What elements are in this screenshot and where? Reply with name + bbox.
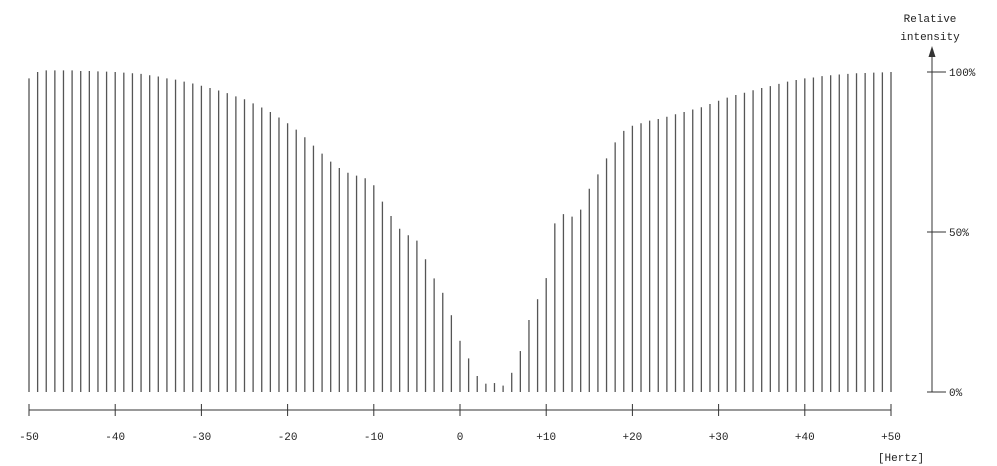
y-tick-label: 50% xyxy=(949,228,969,240)
y-tick-label: 100% xyxy=(949,68,976,80)
x-tick-label: -40 xyxy=(105,432,125,444)
y-tick-label: 0% xyxy=(949,388,963,400)
x-tick-label: -10 xyxy=(364,432,384,444)
y-axis-ticks: 0% 50% 100% xyxy=(927,68,976,400)
y-axis-label-line-1: Relative xyxy=(904,14,957,26)
x-tick-label: -30 xyxy=(191,432,211,444)
x-tick-label: +50 xyxy=(881,432,901,444)
x-tick-label: +30 xyxy=(709,432,729,444)
x-tick-label: +20 xyxy=(622,432,642,444)
bar-series xyxy=(28,70,892,392)
y-axis-arrow-icon xyxy=(928,46,936,57)
x-tick-label: +40 xyxy=(795,432,815,444)
x-tick-label: -20 xyxy=(278,432,298,444)
x-axis-label: [Hertz] xyxy=(878,453,924,465)
x-tick-label: +10 xyxy=(536,432,556,444)
x-tick-label: -50 xyxy=(19,432,39,444)
x-axis-ticks: -50 -40 -30 -20 -10 0 +10 +20 +30 +40 +50 xyxy=(19,404,901,444)
y-axis-label-line-2: intensity xyxy=(900,32,960,44)
x-tick-label: 0 xyxy=(457,432,464,444)
